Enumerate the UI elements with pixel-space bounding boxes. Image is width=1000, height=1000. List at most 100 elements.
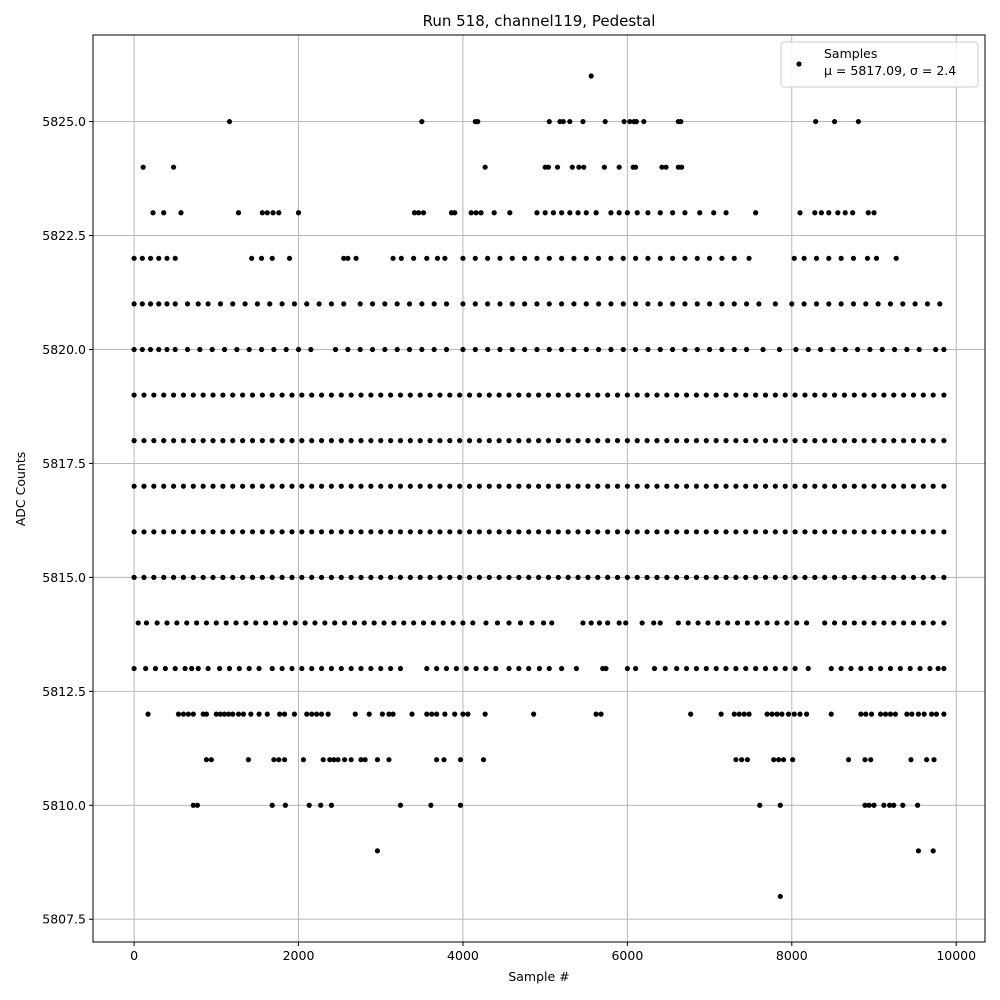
data-point [164, 346, 170, 353]
data-point [289, 438, 295, 444]
data-point [441, 757, 447, 763]
data-point [147, 301, 154, 307]
data-point [583, 346, 589, 353]
data-point [289, 574, 295, 580]
data-point [744, 620, 751, 626]
data-point [141, 392, 147, 398]
data-point [623, 620, 629, 626]
data-point [440, 620, 446, 626]
data-point [161, 574, 167, 580]
data-point [581, 164, 587, 170]
data-point [593, 711, 599, 717]
data-point [614, 529, 621, 535]
data-point [156, 346, 162, 353]
data-point [753, 392, 759, 398]
data-point [595, 392, 601, 398]
data-point [328, 438, 335, 444]
data-point [569, 164, 575, 170]
data-point [891, 574, 897, 580]
data-point [491, 210, 497, 216]
data-point [620, 346, 626, 353]
data-point [223, 620, 229, 626]
data-point [851, 620, 857, 626]
data-point [230, 529, 236, 535]
data-point [920, 392, 926, 398]
data-point [871, 529, 877, 535]
data-point [151, 529, 157, 535]
data-point [328, 392, 335, 398]
data-point [430, 620, 436, 626]
data-point [866, 802, 872, 808]
data-point [933, 711, 940, 717]
data-point [348, 483, 354, 489]
data-point [663, 164, 669, 170]
data-point [706, 346, 713, 353]
data-point [941, 574, 947, 580]
data-point [306, 802, 312, 808]
data-point [230, 711, 236, 717]
data-point [797, 711, 803, 717]
data-point [842, 346, 848, 353]
data-point [838, 255, 844, 261]
data-point [460, 255, 466, 261]
data-point [427, 483, 433, 489]
data-point [394, 346, 400, 353]
y-tick-label: 5820.0 [42, 342, 86, 357]
data-point [156, 255, 162, 261]
data-point [190, 529, 196, 535]
data-point [427, 438, 433, 444]
data-point [654, 574, 660, 580]
data-point [170, 164, 177, 170]
data-point [930, 574, 936, 580]
data-point [855, 118, 861, 125]
data-point [526, 438, 532, 444]
data-point [790, 757, 796, 763]
data-point [573, 665, 580, 672]
data-point [496, 438, 502, 444]
data-point [406, 301, 413, 307]
data-point [382, 301, 388, 307]
data-point [299, 438, 305, 444]
data-point [645, 255, 651, 261]
legend-marker [796, 61, 802, 67]
data-point [226, 665, 233, 672]
data-point [407, 483, 413, 489]
data-point [881, 620, 887, 626]
data-point [419, 346, 425, 353]
data-point [873, 255, 880, 261]
data-point [616, 164, 622, 170]
data-point [746, 711, 752, 717]
data-point [695, 620, 701, 626]
data-point [555, 574, 561, 580]
data-point [272, 620, 279, 626]
data-point [782, 438, 788, 444]
data-point [230, 438, 236, 444]
y-tick-label: 5815.0 [42, 570, 86, 585]
data-point [776, 346, 783, 353]
data-point [397, 665, 404, 672]
data-point [182, 665, 188, 672]
data-point [565, 529, 571, 535]
data-point [172, 665, 178, 672]
data-point [605, 483, 611, 489]
data-point [575, 574, 581, 580]
data-point [431, 346, 437, 353]
data-point [299, 529, 305, 535]
data-point [535, 529, 542, 535]
data-point [472, 255, 478, 261]
data-point [409, 711, 415, 717]
data-point [279, 574, 285, 580]
data-point [838, 665, 844, 672]
data-point [772, 392, 778, 398]
data-point [279, 392, 285, 398]
data-point [210, 392, 216, 398]
data-point [585, 438, 591, 444]
data-point [506, 665, 512, 672]
data-point [240, 711, 247, 717]
data-point [731, 255, 737, 261]
data-point [920, 438, 926, 444]
data-point [933, 346, 939, 353]
data-point [743, 438, 749, 444]
data-point [776, 757, 782, 763]
data-point [841, 392, 848, 398]
